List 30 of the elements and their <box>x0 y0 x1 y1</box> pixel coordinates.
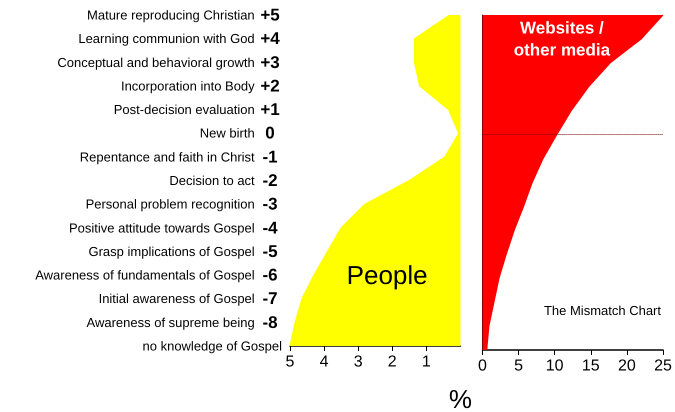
y-tick-label: Conceptual and behavioral growth +3 <box>57 52 280 72</box>
x-tick-label: 1 <box>422 354 431 370</box>
y-tick-label: Mature reproducing Christian +5 <box>87 6 280 24</box>
y-tick-label: New birth 0 <box>200 124 275 143</box>
x-tick-label: 4 <box>320 354 329 370</box>
x-tick-label: 3 <box>354 354 363 370</box>
x-tick-label: 25 <box>654 358 672 374</box>
y-tick-label: Initial awareness of Gospel -7 <box>98 289 278 308</box>
series-label: Websites / other media <box>514 18 611 60</box>
y-tick-label: Decision to act -2 <box>169 171 278 190</box>
x-tick-label: 5 <box>286 354 295 370</box>
y-tick-label: Awareness of supreme being -8 <box>86 312 278 332</box>
y-tick-label: Awareness of fundamentals of Gospel -6 <box>35 266 278 285</box>
y-tick-label: Incorporation into Body +2 <box>120 76 280 96</box>
x-tick-label: 0 <box>478 358 487 374</box>
y-tick-label: no knowledge of Gospel <box>142 338 282 354</box>
x-tick-label: 2 <box>388 354 397 370</box>
y-tick-label: Learning communion with God +4 <box>78 29 280 48</box>
x-tick-label: 10 <box>546 358 564 374</box>
x-axis-title: % <box>448 384 472 412</box>
y-tick-label: Grasp implications of Gospel -5 <box>88 242 278 261</box>
annotation: The Mismatch Chart <box>544 303 662 318</box>
x-tick-label: 15 <box>582 358 600 374</box>
y-tick-label: Personal problem recognition -3 <box>86 194 278 214</box>
x-tick-label: 20 <box>618 358 636 374</box>
y-tick-label: Positive attitude towards Gospel -4 <box>68 218 278 238</box>
x-tick-label: 5 <box>514 358 524 374</box>
y-tick-label: Repentance and faith in Christ -1 <box>80 147 278 166</box>
y-tick-label: Post-decision evaluation +1 <box>114 100 280 120</box>
series-label: People <box>346 260 428 290</box>
